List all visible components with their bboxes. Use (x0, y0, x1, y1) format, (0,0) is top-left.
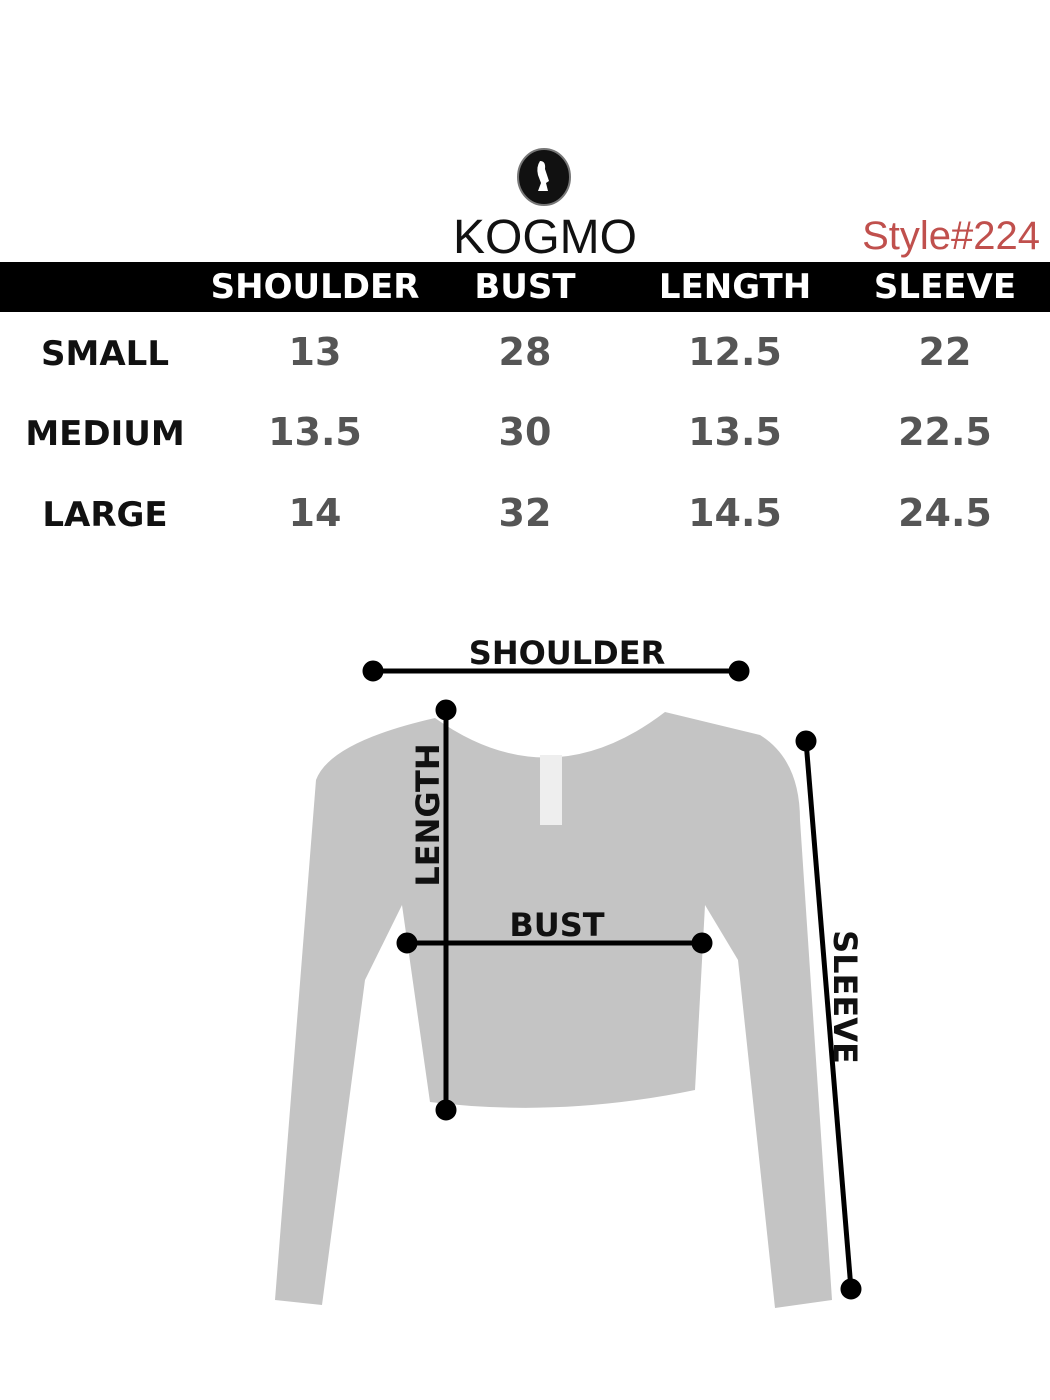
brand-logo (517, 148, 571, 206)
style-number: Style#224 (862, 214, 1040, 258)
size-label: LARGE (42, 495, 168, 535)
length-label: LENGTH (409, 743, 447, 886)
size-label: SMALL (41, 334, 169, 374)
bust-label: BUST (509, 906, 604, 944)
measurement-diagram: SHOULDER BUST LENGTH SLEEVE (275, 634, 864, 1308)
table-cell: 22 (918, 330, 972, 374)
table-row: LARGE 14 32 14.5 24.5 (0, 491, 1050, 551)
column-header: SHOULDER (210, 267, 420, 307)
table-cell: 22.5 (898, 410, 992, 454)
table-cell: 13.5 (688, 410, 782, 454)
garment-shape (275, 712, 832, 1308)
column-header: LENGTH (658, 267, 812, 307)
brand-name: KOGMO (452, 211, 637, 264)
sleeve-line (803, 740, 854, 1290)
table-cell: 32 (498, 491, 552, 535)
size-label: MEDIUM (25, 414, 185, 454)
column-header: SLEEVE (873, 267, 1017, 307)
table-cell: 13 (288, 330, 342, 374)
table-cell: 30 (498, 410, 552, 454)
table-header: SHOULDER BUST LENGTH SLEEVE (0, 262, 1050, 312)
table-cell: 28 (498, 330, 552, 374)
column-header: BUST (474, 267, 576, 307)
table-cell: 12.5 (688, 330, 782, 374)
table-cell: 14.5 (688, 491, 782, 535)
garment-tag (540, 755, 562, 825)
table-cell: 13.5 (268, 410, 362, 454)
table-cell: 14 (288, 491, 342, 535)
sleeve-label: SLEEVE (826, 930, 864, 1064)
table-row: MEDIUM 13.5 30 13.5 22.5 (0, 410, 1050, 470)
table-row: SMALL 13 28 12.5 22 (0, 330, 1050, 390)
table-cell: 24.5 (898, 491, 992, 535)
shoulder-label: SHOULDER (469, 634, 665, 672)
